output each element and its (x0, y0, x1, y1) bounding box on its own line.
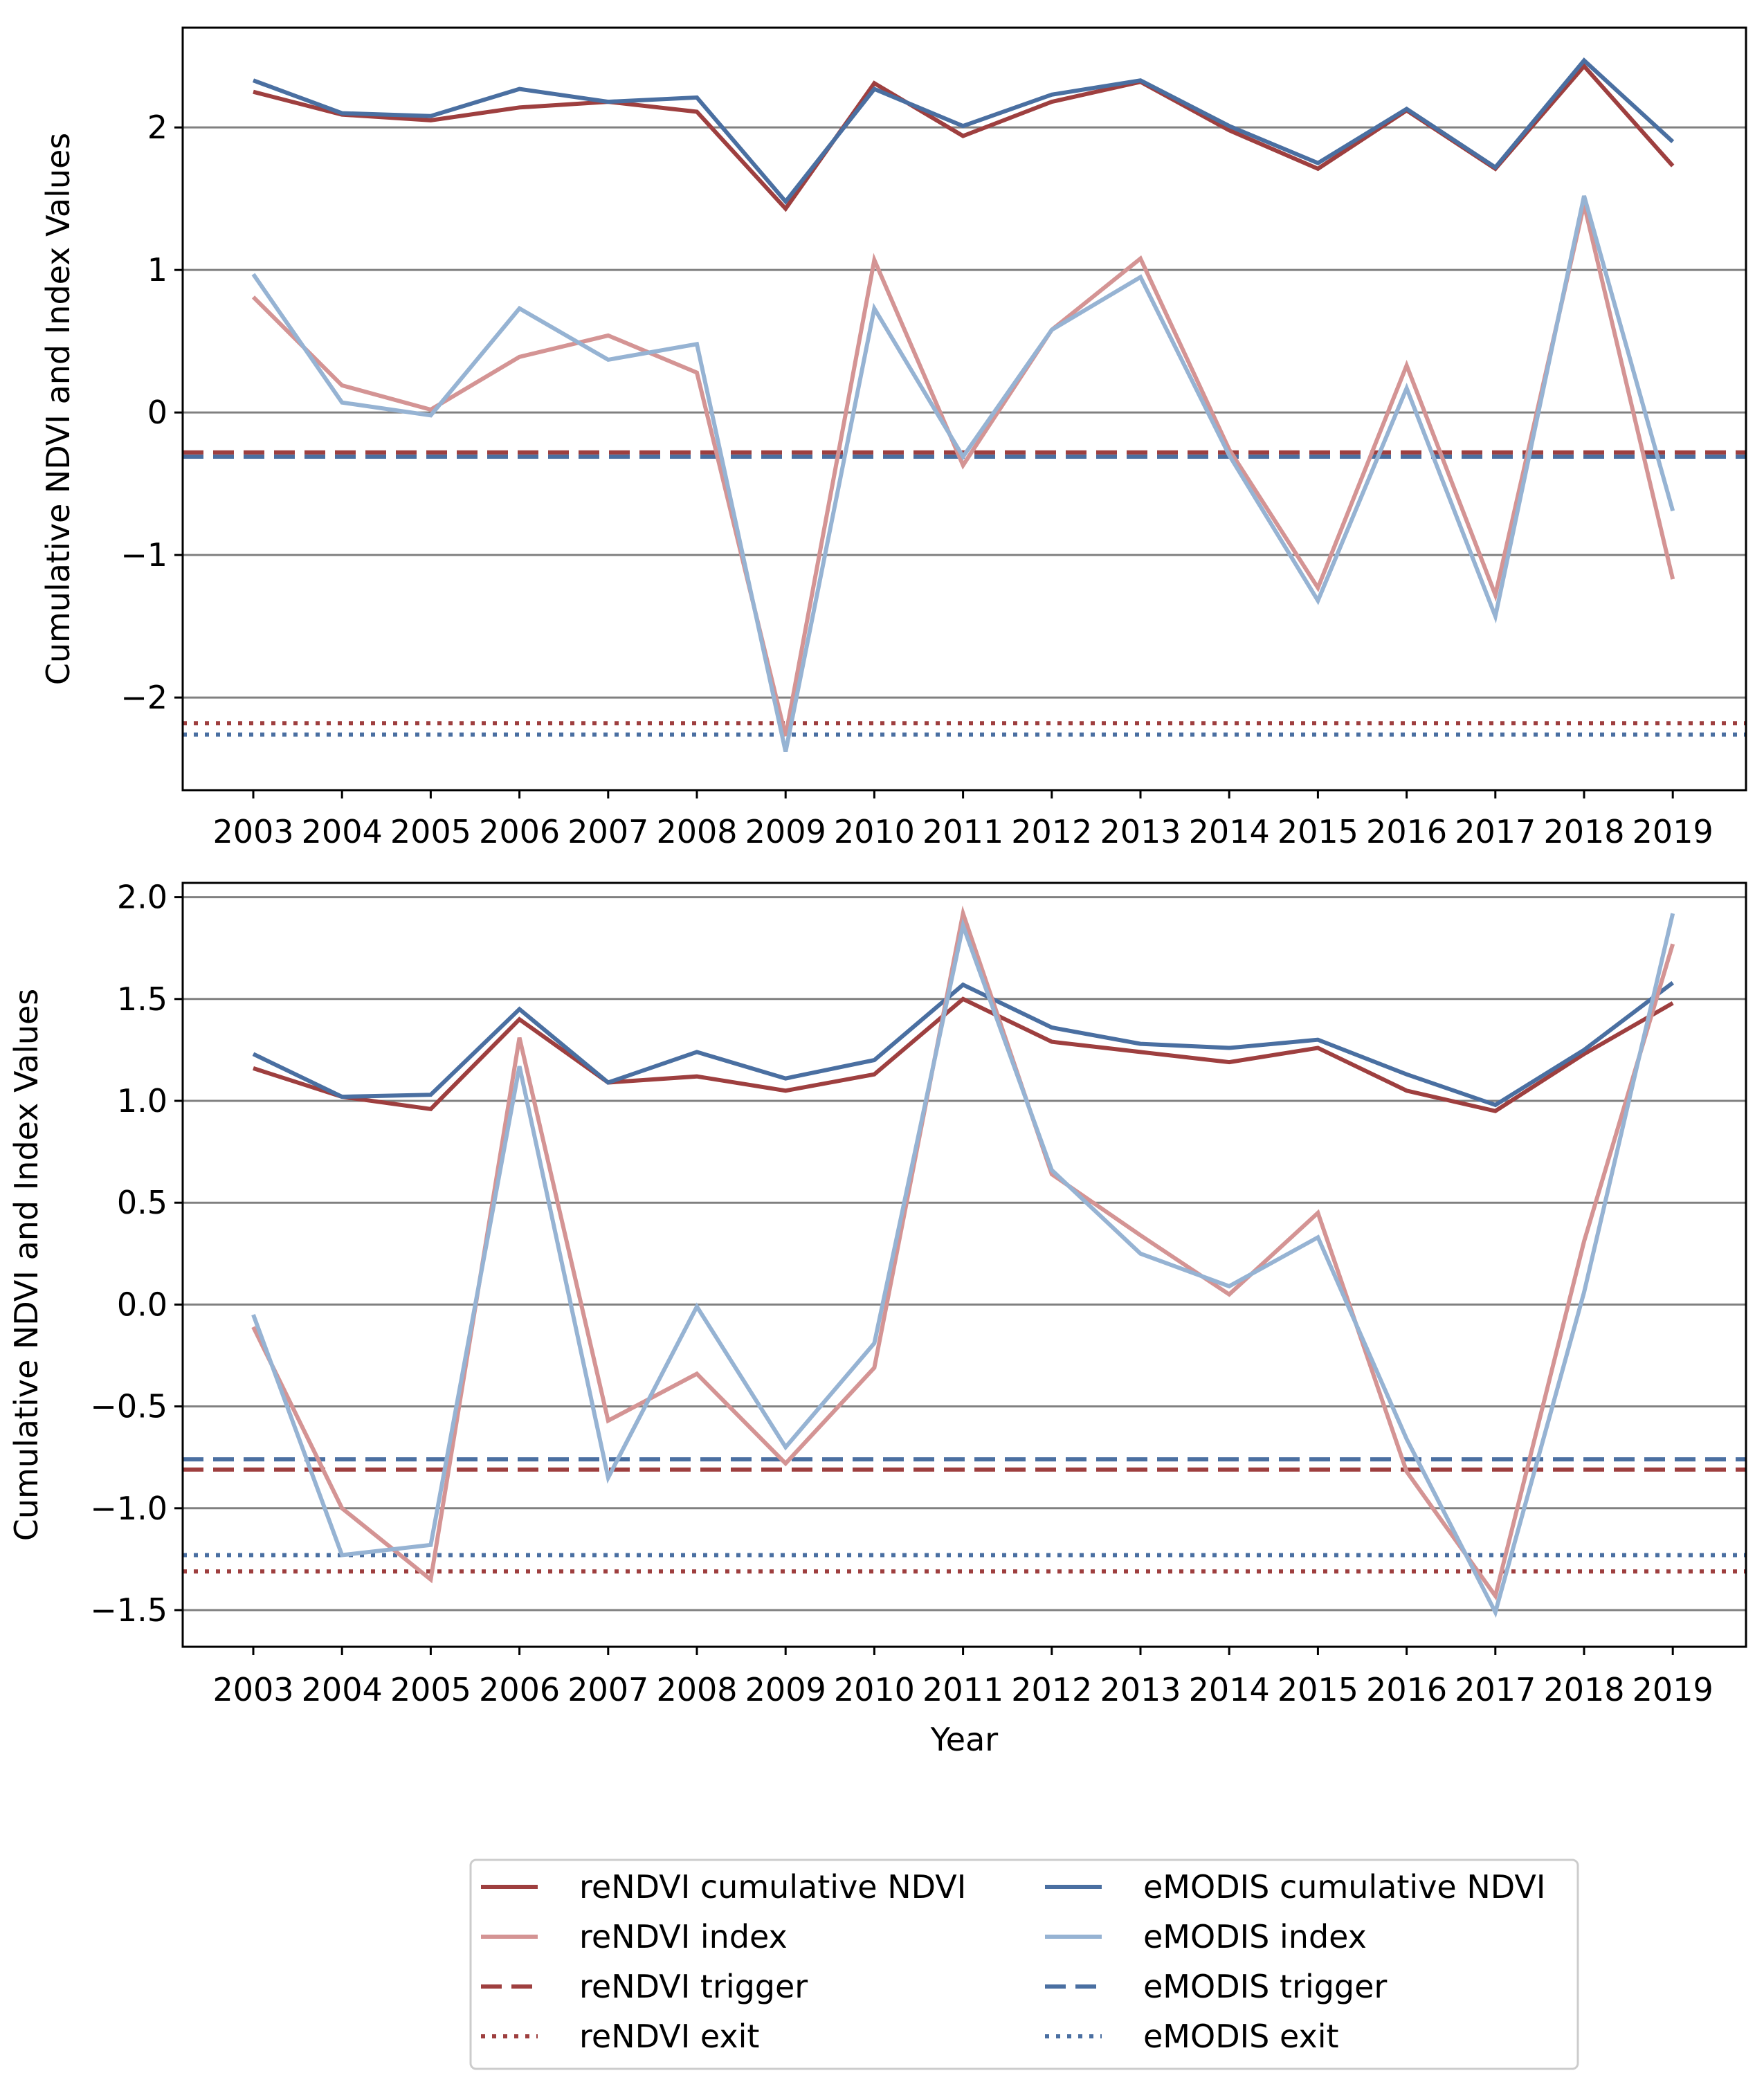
x-tick-label-bottom: 2011 (922, 1671, 1003, 1708)
rendvi-cumulative-ndvi-series-bottom (253, 996, 1674, 1113)
y-axis-label-bottom: Cumulative NDVI and Index Values (8, 989, 45, 1542)
plot-frame-top (181, 26, 1747, 792)
emodis-index-series-top (251, 195, 1675, 753)
x-tick-label-top: 2019 (1633, 813, 1713, 850)
y-tick-label-top: 2 (147, 109, 167, 146)
x-tick-label-top: 2012 (1011, 813, 1092, 850)
y-tick-label-bottom: −1.5 (90, 1591, 167, 1629)
x-tick-label-top: 2018 (1543, 813, 1624, 850)
x-tick-label-top: 2014 (1189, 813, 1270, 850)
x-tick-label-top: 2006 (479, 813, 560, 850)
x-tick-label-bottom: 2008 (656, 1671, 737, 1708)
x-tick-label-bottom: 2004 (302, 1671, 383, 1708)
y-tick-label-top: 0 (147, 394, 167, 431)
y-tick-label-bottom: −0.5 (90, 1388, 167, 1425)
x-tick-label-top: 2004 (302, 813, 383, 850)
x-tick-label-bottom: 2019 (1633, 1671, 1713, 1708)
x-tick-label-bottom: 2003 (212, 1671, 293, 1708)
legend-label-emodis-trigger: eMODIS trigger (1143, 1968, 1387, 2005)
x-tick-label-top: 2003 (212, 813, 293, 850)
legend-label-emodis-index: eMODIS index (1143, 1918, 1367, 1955)
x-tick-label-bottom: 2016 (1366, 1671, 1447, 1708)
x-axis-label: Year (930, 1721, 998, 1758)
legend-label-emodis-exit: eMODIS exit (1143, 2018, 1339, 2055)
x-tick-label-bottom: 2007 (567, 1671, 648, 1708)
x-tick-label-bottom: 2006 (479, 1671, 560, 1708)
chart-panel-top: 2 1 0 −1 −2 2003 2004 2005 2006 2007 2008 2009 2010… (39, 26, 1747, 850)
y-tick-label-bottom: 1.5 (117, 980, 167, 1018)
y-tick-label-bottom: 2.0 (117, 879, 167, 916)
x-tick-label-top: 2016 (1366, 813, 1447, 850)
legend-label-rendvi-exit: reNDVI exit (579, 2018, 759, 2055)
chart-panel-bottom: 2.0 1.5 1.0 0.5 0.0 −0.5 −1.0 −1.5 2003 2004 2005… (8, 879, 1747, 1758)
legend-label-rendvi-index: reNDVI index (579, 1918, 788, 1955)
rendvi-index-series-top (251, 203, 1675, 737)
x-tick-label-top: 2010 (834, 813, 915, 850)
emodis-cumulative-ndvi-series-bottom (252, 980, 1675, 1108)
y-tick-label-bottom: 0.0 (117, 1286, 167, 1323)
legend-label-rendvi-cumulative-ndvi: reNDVI cumulative NDVI (579, 1868, 966, 1906)
x-tick-label-bottom: 2010 (834, 1671, 915, 1708)
x-tick-label-bottom: 2013 (1100, 1671, 1181, 1708)
emodis-cumulative-ndvi-series-top (252, 57, 1675, 206)
x-tick-label-top: 2013 (1100, 813, 1181, 850)
plot-frame-bottom (181, 882, 1747, 1648)
y-tick-label-bottom: −1.0 (90, 1490, 167, 1527)
x-tick-label-top: 2015 (1277, 813, 1358, 850)
y-tick-label-top: −2 (120, 679, 167, 716)
x-tick-label-top: 2007 (567, 813, 648, 850)
x-tick-label-bottom: 2014 (1189, 1671, 1270, 1708)
legend-label-rendvi-trigger: reNDVI trigger (579, 1968, 808, 2005)
y-tick-label-bottom: 1.0 (117, 1082, 167, 1120)
x-tick-label-top: 2008 (656, 813, 737, 850)
x-tick-label-bottom: 2015 (1277, 1671, 1358, 1708)
legend: reNDVI cumulative NDVI eMODIS cumulative … (469, 1859, 1579, 2070)
legend-box (469, 1859, 1579, 2070)
x-tick-label-bottom: 2009 (745, 1671, 826, 1708)
x-tick-label-top: 2017 (1455, 813, 1536, 850)
y-axis-label-top: Cumulative NDVI and Index Values (39, 133, 77, 686)
x-tick-label-top: 2009 (745, 813, 826, 850)
x-tick-label-bottom: 2012 (1011, 1671, 1092, 1708)
y-tick-label-top: −1 (120, 536, 167, 574)
x-tick-label-bottom: 2005 (390, 1671, 471, 1708)
x-tick-label-top: 2005 (390, 813, 471, 850)
x-tick-label-top: 2011 (922, 813, 1003, 850)
x-tick-label-bottom: 2017 (1455, 1671, 1536, 1708)
legend-label-emodis-cumulative-ndvi: eMODIS cumulative NDVI (1143, 1868, 1545, 1906)
y-tick-label-top: 1 (147, 251, 167, 289)
emodis-index-series-bottom (251, 913, 1675, 1618)
x-tick-label-bottom: 2018 (1543, 1671, 1624, 1708)
y-tick-label-bottom: 0.5 (117, 1184, 167, 1221)
